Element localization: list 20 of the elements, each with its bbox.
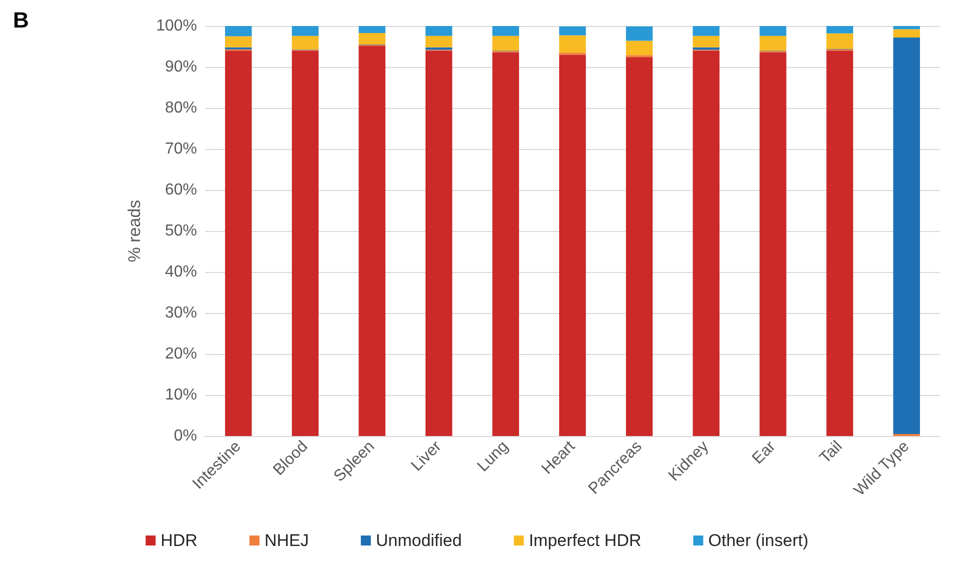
legend-label: Imperfect HDR	[528, 531, 642, 550]
y-tick-label: 20%	[164, 346, 197, 362]
y-tick-label: 50%	[164, 222, 197, 240]
y-tick-label: 80%	[164, 100, 197, 116]
y-tick-label: 0%	[174, 428, 197, 444]
y-tick-label: 40%	[164, 264, 197, 280]
y-tick-label: 60%	[164, 182, 197, 198]
y-tick-label: 100%	[156, 18, 197, 34]
legend-label: Other (insert)	[708, 531, 808, 550]
text: B	[13, 8, 29, 32]
legend-label: HDR	[160, 531, 198, 550]
y-tick-label: 90%	[164, 58, 197, 76]
legend-label: NHEJ	[264, 531, 309, 550]
x-tick-label: Ear	[749, 438, 780, 468]
legend-label: Unmodified	[376, 531, 462, 550]
y-tick-label: 30%	[164, 304, 197, 322]
y-axis-title: % reads	[125, 200, 144, 262]
y-tick-label: 10%	[164, 386, 197, 404]
y-tick-label: 70%	[164, 140, 197, 158]
x-tick-label: Tail	[816, 438, 846, 467]
